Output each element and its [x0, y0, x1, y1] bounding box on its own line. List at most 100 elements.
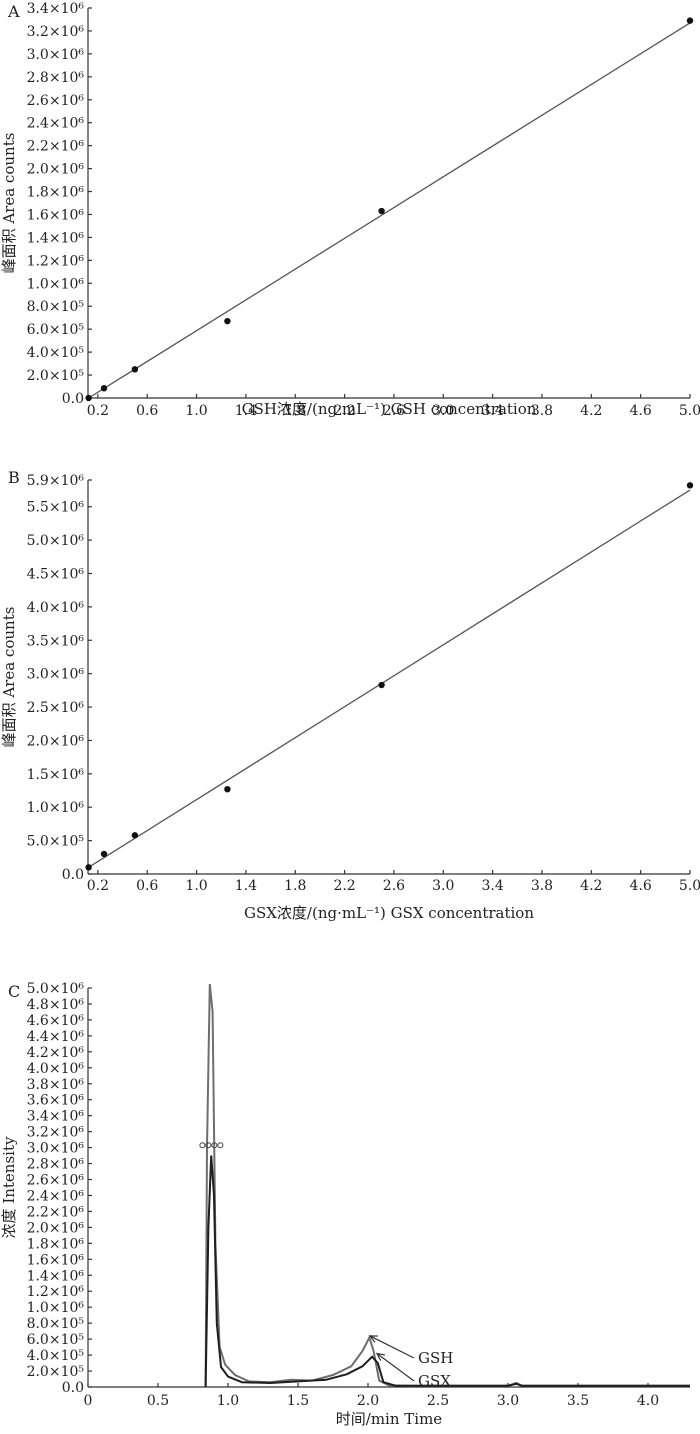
y-tick-label: 4.2×10⁶ [27, 1045, 85, 1061]
y-tick-label: 1.0×10⁶ [27, 276, 85, 292]
y-tick-label: 1.4×10⁶ [27, 230, 85, 246]
panel-label: A [7, 2, 20, 21]
y-tick-label: 2.0×10⁶ [27, 162, 85, 178]
y-axis-label: 浓度 Intensity [0, 1136, 18, 1238]
y-tick-label: 3.6×10⁶ [27, 1093, 85, 1109]
x-tick-label: 1.0 [185, 403, 207, 419]
y-axis-label: 峰面积 Area counts [0, 133, 18, 274]
x-tick-label: 0.6 [136, 878, 158, 894]
x-tick-label: 2.6 [383, 403, 405, 419]
x-tick-label: 0.6 [136, 403, 158, 419]
peak-marker [211, 1142, 218, 1149]
peak-marker [199, 1142, 206, 1149]
x-tick-label: 4.2 [580, 403, 602, 419]
chart-c: C0.02.0×10⁵4.0×10⁵6.0×10⁵8.0×10⁵1.0×10⁶1… [0, 981, 690, 1428]
y-tick-label: 4.0×10⁵ [27, 345, 85, 361]
y-tick-label: 6.0×10⁵ [27, 1332, 85, 1348]
y-tick-label: 2.6×10⁶ [27, 1173, 85, 1189]
y-tick-label: 3.2×10⁶ [27, 1125, 85, 1141]
y-tick-label: 5.0×10⁵ [27, 834, 85, 850]
data-point [378, 207, 385, 215]
x-tick-label: 1.4 [235, 878, 257, 894]
x-tick-label: 0 [84, 1393, 93, 1409]
x-tick-label: 0.2 [87, 878, 109, 894]
y-tick-label: 3.0×10⁶ [27, 667, 85, 683]
y-tick-label: 1.0×10⁶ [27, 800, 85, 816]
y-tick-label: 2.2×10⁶ [27, 139, 85, 155]
y-tick-label: 3.4×10⁶ [27, 1, 85, 17]
y-tick-label: 1.2×10⁶ [27, 1284, 85, 1300]
x-tick-label: 1.8 [284, 878, 306, 894]
annotation-arrowhead [368, 1335, 379, 1343]
x-tick-label: 2.2 [333, 878, 355, 894]
data-point [378, 681, 385, 689]
peak-marker [217, 1142, 224, 1149]
y-tick-label: 2.8×10⁶ [27, 1157, 85, 1173]
y-tick-label: 3.4×10⁶ [27, 1109, 85, 1125]
x-tick-label: 1.8 [284, 403, 306, 419]
data-point [224, 785, 231, 793]
x-tick-label: 3.4 [481, 878, 503, 894]
annotation-arrow [369, 1335, 415, 1359]
series-line-gsh [204, 983, 690, 1388]
x-tick-label: 3.0 [497, 1393, 519, 1409]
y-tick-label: 4.6×10⁶ [27, 1013, 85, 1029]
chart-a: A 0.0 2.0×10⁵ 4.0×10⁵ 6.0×10⁵ 8.0×10⁵ 1.0×10⁶ 1… [0, 1, 700, 419]
annotation-label: GSH [418, 1349, 453, 1367]
y-tick-label: 2.0×10⁵ [27, 368, 85, 384]
x-tick-label: 2.0 [357, 1393, 379, 1409]
data-point [85, 864, 92, 871]
y-tick-label: 0.0 [62, 391, 84, 407]
y-tick-label: 2.0×10⁶ [27, 733, 85, 749]
x-tick-label: 1.4 [235, 403, 257, 419]
x-tick-label: 2.2 [333, 403, 355, 419]
x-tick-label: 4.2 [580, 878, 602, 894]
data-point [100, 850, 108, 858]
y-axis-label: 峰面积 Area counts [0, 607, 18, 748]
y-tick-label: 3.8×10⁶ [27, 1077, 85, 1093]
y-tick-label: 1.6×10⁶ [27, 1252, 85, 1268]
y-tick-label: 1.6×10⁶ [27, 207, 85, 223]
data-point [131, 366, 139, 373]
annotation-arrow [376, 1353, 415, 1382]
y-tick-label: 2.2×10⁶ [27, 1204, 85, 1220]
y-tick-label: 2.0×10⁵ [27, 1364, 85, 1380]
x-tick-label: 0.5 [147, 1393, 169, 1409]
y-tick-label: 8.0×10⁵ [27, 299, 85, 315]
x-axis-label: GSH浓度/(ng·mL⁻¹) GSH concentration [242, 400, 537, 418]
fit-line [88, 489, 691, 868]
y-tick-label: 1.0×10⁶ [27, 1300, 85, 1316]
y-tick-label: 2.6×10⁶ [27, 93, 85, 109]
y-tick-label: 1.8×10⁶ [27, 1236, 85, 1252]
data-point [224, 317, 231, 325]
x-tick-label: 3.4 [481, 403, 503, 419]
peak-marker [205, 1142, 212, 1149]
y-tick-label: 4.4×10⁶ [27, 1029, 85, 1045]
y-tick-label: 2.8×10⁶ [27, 70, 85, 86]
fit-line [88, 22, 691, 399]
y-tick-label: 4.8×10⁶ [27, 997, 85, 1013]
y-tick-label: 5.0×10⁶ [27, 981, 85, 997]
y-tick-label: 5.9×10⁶ [27, 473, 85, 489]
x-tick-label: 4.6 [630, 878, 652, 894]
y-tick-label: 1.2×10⁶ [27, 253, 85, 269]
x-tick-label: 4.0 [637, 1393, 659, 1409]
y-tick-label: 2.0×10⁶ [27, 1220, 85, 1236]
data-point [686, 17, 694, 24]
y-tick-label: 1.4×10⁶ [27, 1268, 85, 1284]
series-line-gsx [204, 1155, 690, 1388]
y-tick-label: 3.0×10⁶ [27, 1141, 85, 1157]
x-tick-label: 0.2 [87, 403, 109, 419]
x-axis-label: 时间/min Time [336, 1410, 443, 1428]
panel-label: C [8, 982, 20, 1001]
chart-b: B 0.0 5.0×10⁵ 1.0×10⁶ 1.5×10⁶ 2.0×10⁶ 2.5×10⁶ 3… [0, 468, 700, 922]
data-point [131, 832, 139, 839]
y-tick-label: 4.0×10⁶ [27, 600, 85, 616]
y-tick-label: 0.0 [62, 867, 84, 883]
data-point [686, 482, 694, 489]
y-tick-label: 8.0×10⁵ [27, 1316, 85, 1332]
x-tick-label: 2.5 [427, 1393, 449, 1409]
data-point [100, 385, 108, 392]
panel-label: B [8, 468, 20, 487]
